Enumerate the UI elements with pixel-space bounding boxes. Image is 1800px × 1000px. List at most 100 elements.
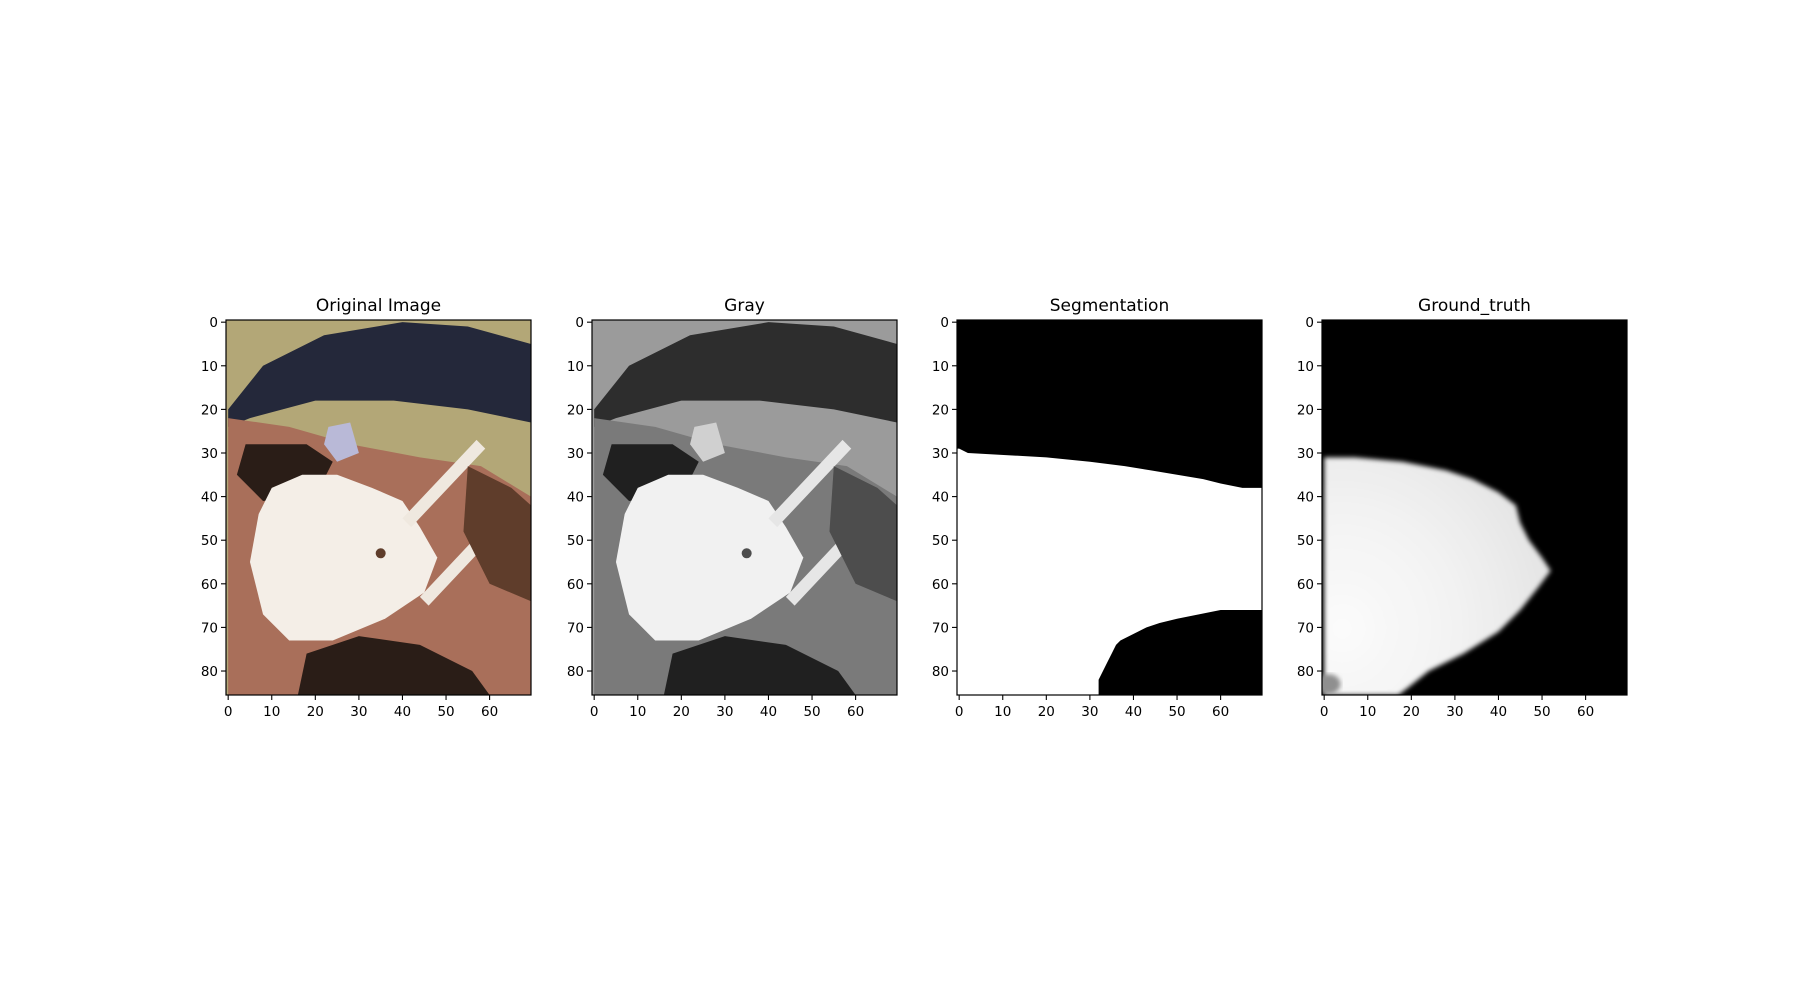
x-axis-ticks-ground-truth: 0 10 20 30 40 50 60 [1320, 695, 1594, 720]
ground-truth-foreground [1324, 457, 1551, 695]
x-tick-label: 20 [673, 704, 690, 720]
mask-region [615, 474, 804, 641]
collar-shadow [297, 636, 490, 695]
x-tick-label: 0 [955, 704, 964, 720]
y-tick-label: 10 [567, 359, 584, 375]
panel-title-gray: Gray [724, 296, 765, 316]
y-tick-label: 20 [201, 402, 218, 418]
upper-strap [402, 439, 486, 528]
x-tick-label: 60 [847, 704, 864, 720]
x-tick-label: 0 [590, 704, 599, 720]
panel-title-original: Original Image [316, 296, 441, 316]
x-tick-label: 40 [1490, 704, 1507, 720]
glasses-highlight [690, 422, 725, 462]
y-tick-label: 40 [567, 490, 584, 506]
panel-original-image: Original Image 0 10 20 30 40 50 60 0 10 20 30 40 50… [201, 296, 532, 720]
y-tick-label: 0 [1305, 315, 1314, 331]
x-tick-label: 0 [1320, 704, 1329, 720]
upper-strap [768, 439, 852, 528]
x-tick-label: 40 [394, 704, 411, 720]
mask-valve [741, 548, 752, 559]
segmentation-mask-content [957, 320, 1262, 695]
y-tick-label: 0 [209, 315, 218, 331]
y-tick-label: 80 [932, 664, 949, 680]
original-image-content [226, 320, 531, 695]
y-tick-label: 10 [201, 359, 218, 375]
x-axis-ticks-original: 0 10 20 30 40 50 60 [224, 695, 498, 720]
x-tick-label: 30 [1081, 704, 1098, 720]
mask-region [249, 474, 438, 641]
y-tick-label: 20 [1297, 402, 1314, 418]
y-tick-label: 60 [201, 577, 218, 593]
ground-truth-mask-content [1322, 320, 1627, 695]
glasses-highlight [324, 422, 359, 462]
axis-frame-original [225, 319, 532, 696]
y-tick-label: 40 [1297, 490, 1314, 506]
x-tick-label: 40 [760, 704, 777, 720]
y-tick-label: 60 [1297, 577, 1314, 593]
x-axis-ticks-segmentation: 0 10 20 30 40 50 60 [955, 695, 1229, 720]
y-tick-label: 50 [201, 533, 218, 549]
y-tick-label: 70 [201, 620, 218, 636]
x-tick-label: 30 [716, 704, 733, 720]
y-tick-label: 70 [567, 620, 584, 636]
y-axis-ticks-original: 0 10 20 30 40 50 60 70 80 [201, 315, 226, 680]
y-tick-label: 0 [940, 315, 949, 331]
y-axis-ticks-gray: 0 10 20 30 40 50 60 70 80 [567, 315, 592, 680]
x-tick-label: 10 [629, 704, 646, 720]
y-axis-ticks-ground-truth: 0 10 20 30 40 50 60 70 80 [1297, 315, 1322, 680]
x-tick-label: 20 [1038, 704, 1055, 720]
ear-shadow [829, 466, 897, 602]
panel-segmentation: Segmentation 0 10 20 30 40 50 60 0 10 20 30 40 50 60… [932, 296, 1263, 720]
x-axis-ticks-gray: 0 10 20 30 40 50 60 [590, 695, 864, 720]
x-tick-label: 50 [803, 704, 820, 720]
y-tick-label: 70 [932, 620, 949, 636]
y-tick-label: 40 [932, 490, 949, 506]
x-tick-label: 20 [307, 704, 324, 720]
y-tick-label: 50 [1297, 533, 1314, 549]
x-tick-label: 30 [1446, 704, 1463, 720]
y-tick-label: 0 [575, 315, 584, 331]
y-tick-label: 80 [567, 664, 584, 680]
x-tick-label: 50 [437, 704, 454, 720]
panel-title-segmentation: Segmentation [1050, 296, 1169, 316]
ground-truth-corner-shade [1322, 674, 1341, 695]
y-tick-label: 20 [932, 402, 949, 418]
x-tick-label: 50 [1533, 704, 1550, 720]
panel-gray-image: Gray 0 10 20 30 40 50 60 0 10 20 30 40 50 60 70 80 [567, 296, 898, 720]
y-tick-label: 50 [932, 533, 949, 549]
x-tick-label: 60 [1577, 704, 1594, 720]
axis-frame-ground-truth [1321, 319, 1628, 696]
cap-region [228, 322, 531, 427]
y-tick-label: 30 [932, 446, 949, 462]
x-tick-label: 50 [1168, 704, 1185, 720]
x-tick-label: 60 [1212, 704, 1229, 720]
y-tick-label: 30 [201, 446, 218, 462]
y-tick-label: 10 [1297, 359, 1314, 375]
y-tick-label: 70 [1297, 620, 1314, 636]
y-tick-label: 60 [932, 577, 949, 593]
y-tick-label: 10 [932, 359, 949, 375]
x-tick-label: 30 [350, 704, 367, 720]
axis-frame-gray [591, 319, 898, 696]
x-tick-label: 60 [481, 704, 498, 720]
panel-title-ground-truth: Ground_truth [1418, 296, 1531, 316]
segmentation-foreground [957, 448, 1262, 695]
y-tick-label: 40 [201, 490, 218, 506]
x-tick-label: 40 [1125, 704, 1142, 720]
panel-ground-truth: Ground_truth 0 10 20 30 40 50 60 0 10 20 30 40 50 60… [1297, 296, 1628, 720]
x-tick-label: 20 [1403, 704, 1420, 720]
gray-image-content [592, 320, 897, 695]
x-tick-label: 10 [263, 704, 280, 720]
ear-shadow [463, 466, 531, 602]
y-axis-ticks-segmentation: 0 10 20 30 40 50 60 70 80 [932, 315, 957, 680]
axis-frame-segmentation [956, 319, 1263, 696]
collar-shadow [663, 636, 856, 695]
y-tick-label: 80 [1297, 664, 1314, 680]
y-tick-label: 30 [567, 446, 584, 462]
cap-region [594, 322, 897, 427]
y-tick-label: 20 [567, 402, 584, 418]
y-tick-label: 60 [567, 577, 584, 593]
mask-valve [375, 548, 386, 559]
